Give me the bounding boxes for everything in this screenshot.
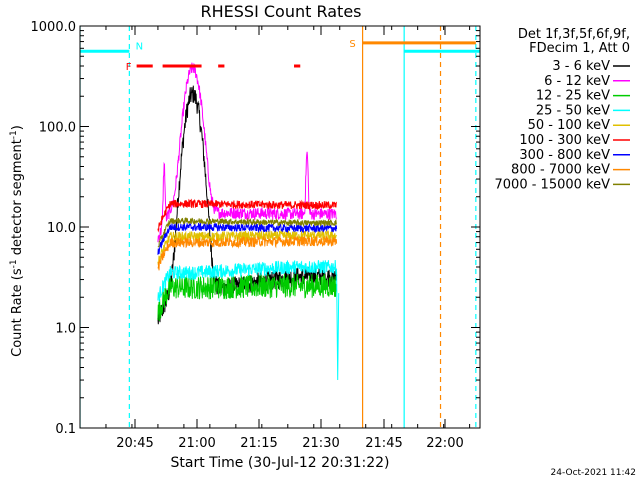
series-line-8 [157, 235, 338, 271]
night-flag-label: N [136, 41, 143, 52]
series-line-7 [157, 222, 338, 255]
series-line-dip [336, 271, 340, 381]
legend-label-7: 300 - 800 keV [519, 148, 610, 163]
y-tick-label: 100.0 [39, 121, 76, 136]
legend-label-5: 50 - 100 keV [528, 118, 611, 133]
legend-label-6: 100 - 300 keV [519, 133, 610, 148]
y-tick-label: 0.1 [55, 422, 76, 437]
legend: Det 1f,3f,5f,6f,9f, FDecim 1, Att 0 3 - … [495, 27, 630, 192]
saa-flag-label: S [349, 39, 355, 50]
x-tick-label: 21:00 [178, 436, 215, 451]
legend-label-8: 800 - 7000 keV [511, 163, 610, 178]
series-line-3 [157, 273, 338, 322]
series-line-2 [157, 62, 337, 243]
y-tick-label: 1000.0 [31, 20, 77, 35]
x-tick-label: 21:45 [365, 436, 402, 451]
legend-label-4: 25 - 50 keV [536, 103, 610, 118]
x-tick-label: 22:00 [426, 436, 463, 451]
x-tick-label: 21:15 [240, 436, 277, 451]
series-line-5 [157, 229, 337, 266]
flare-flag-label: F [126, 62, 132, 73]
generated-timestamp: 24-Oct-2021 11:42 [551, 468, 636, 478]
series-line-9 [157, 217, 338, 248]
y-axis-label: Count Rate (s-1 detector segment-1) [9, 125, 25, 357]
series-line-4 [157, 259, 338, 303]
legend-header-1: Det 1f,3f,5f,6f,9f, [518, 27, 630, 42]
chart-title: RHESSI Count Rates [201, 2, 362, 21]
axes: 1000.0 100.0 10.0 1.0 0.1 20:45 21:00 21:15 21:3… [31, 20, 480, 451]
legend-label-3: 12 - 25 keV [536, 89, 610, 104]
plot-area: N S F [80, 26, 480, 428]
x-axis-label: Start Time (30-Jul-12 20:31:22) [170, 455, 389, 471]
legend-header-2: FDecim 1, Att 0 [529, 41, 630, 56]
legend-label-9: 7000 - 15000 keV [495, 177, 611, 192]
x-tick-label: 20:45 [116, 436, 153, 451]
y-tick-label: 10.0 [47, 221, 76, 236]
x-tick-label: 21:30 [302, 436, 339, 451]
y-tick-label: 1.0 [55, 322, 76, 337]
legend-label-1: 3 - 6 keV [552, 59, 610, 74]
series-line-6 [157, 198, 337, 233]
legend-label-2: 6 - 12 keV [544, 74, 610, 89]
